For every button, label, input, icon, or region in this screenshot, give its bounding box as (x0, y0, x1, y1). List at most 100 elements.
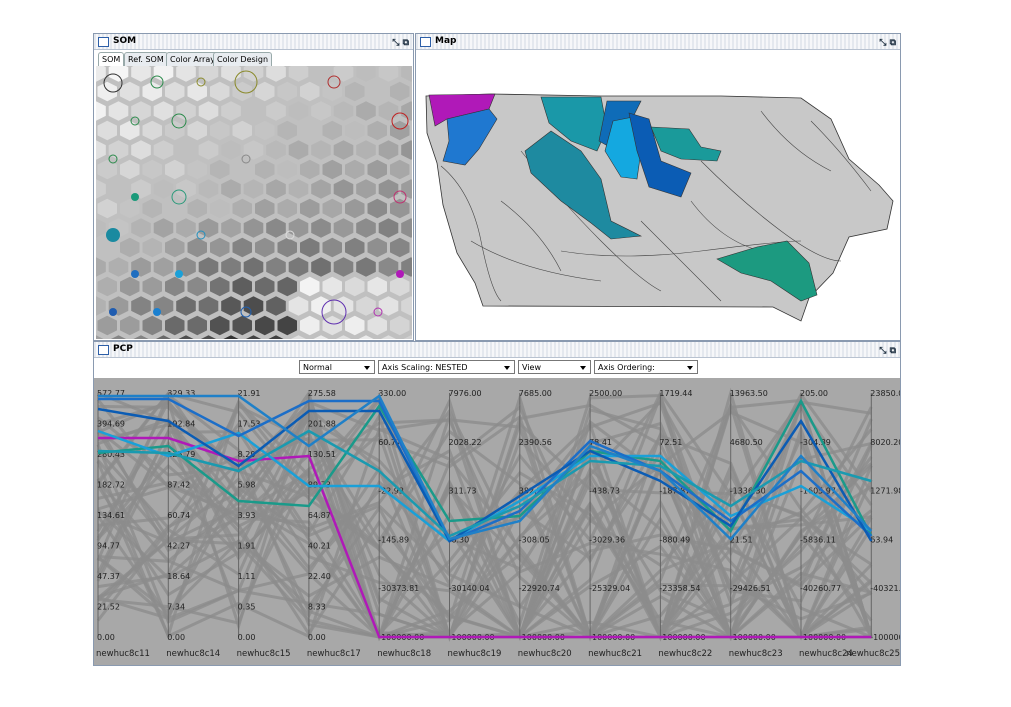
tab[interactable]: SOM (98, 52, 125, 66)
som-cell (356, 101, 376, 121)
som-cell (322, 198, 342, 219)
pcp-line (97, 404, 873, 642)
map[interactable] (416, 50, 900, 340)
som-cell (200, 335, 217, 339)
som-cell (266, 296, 286, 316)
som-cell (176, 101, 196, 121)
axis-tick-label: 72.51 (659, 438, 682, 447)
som-cell (187, 276, 207, 297)
axis-tick-label: -22.93 (378, 487, 404, 496)
som-cell (165, 237, 185, 258)
axis-tick-label: 311.73 (449, 487, 477, 496)
tab[interactable]: Color Design (213, 52, 273, 66)
som-cell (367, 198, 387, 219)
som-cell (131, 101, 151, 121)
som-cell (176, 296, 196, 316)
dropdown[interactable]: Axis Ordering: ORIGINAL (594, 360, 698, 386)
dropdown[interactable]: Normal Selection (299, 360, 375, 386)
som-marker (171, 113, 187, 129)
som-cell (277, 198, 297, 219)
pcp-plot[interactable]: 572.77 394.69 280.43 182.72 134.61 94.77 47.37… (94, 378, 900, 665)
axis-tick-label: 382.23 (519, 487, 547, 496)
som-marker (321, 299, 347, 325)
som-marker (175, 270, 183, 278)
axis-tick-label: -25329.04 (589, 584, 630, 593)
som-cell (378, 66, 399, 82)
axis-tick-label: 94.77 (97, 542, 120, 551)
som-cell (333, 218, 354, 238)
dropdown[interactable]: Axis Scaling: NESTED MEANS (378, 360, 515, 386)
som-marker (391, 112, 409, 130)
som-cell (311, 66, 331, 82)
som-cell (333, 101, 354, 121)
axis-tick-label: 60.74 (167, 511, 190, 520)
axis-tick-label: 18.64 (167, 572, 190, 581)
axis-tick-label: 4680.50 (730, 438, 763, 447)
som-grid[interactable] (96, 66, 412, 339)
region (628, 112, 692, 198)
som-cell (277, 237, 297, 258)
som-marker (396, 270, 404, 278)
som-marker (373, 307, 383, 317)
tab[interactable]: Color Array (166, 52, 219, 66)
axis-name: newhuc8c18 (377, 649, 431, 659)
som-cell (255, 237, 275, 258)
title-bar: PCP ⤡ ⧉ (94, 342, 900, 358)
window-buttons[interactable]: ⤡ ⧉ (392, 38, 409, 48)
som-cell (131, 296, 151, 316)
axis-tick-label: 201.88 (308, 420, 336, 429)
axis-tick-label: 23850.00 (870, 389, 900, 398)
som-cell (142, 159, 162, 180)
som-cell (198, 218, 219, 238)
som-cell (165, 315, 185, 336)
som-cell (401, 179, 412, 199)
som-cell (311, 218, 331, 238)
som-cell (187, 198, 207, 219)
som-cell (97, 81, 117, 102)
som-cell (345, 81, 365, 102)
som-cell (345, 159, 365, 180)
som-cell (96, 257, 106, 277)
axis-name: newhuc8c15 (237, 649, 291, 659)
axis-tick-label: -5836.11 (800, 535, 836, 544)
window-buttons[interactable]: ⤡ ⧉ (879, 38, 896, 48)
som-cell (356, 179, 376, 199)
axis-tick-label: -1605.97 (800, 487, 836, 496)
panel-title: SOM (113, 36, 137, 46)
axis-tick-label: -22920.74 (519, 584, 560, 593)
pcp-line (96, 459, 873, 641)
som-cell (266, 66, 286, 82)
som-cell (322, 159, 342, 180)
axis-tick-label: 22.40 (308, 572, 331, 581)
axis-name: newhuc8c17 (307, 649, 361, 659)
dropdown[interactable]: View Clusters (518, 360, 591, 386)
som-cell (96, 296, 106, 316)
axis-name: newhuc8c11 (96, 649, 150, 659)
region (650, 126, 722, 162)
axis-tick-label: 7.34 (167, 603, 185, 612)
som-cell (131, 140, 151, 160)
som-cell (221, 257, 241, 277)
som-cell (110, 335, 127, 339)
axis-tick-label: 192.84 (167, 420, 195, 429)
som-cell (187, 159, 207, 180)
som-cell (97, 237, 117, 258)
axis-tick-label: 394.69 (97, 420, 125, 429)
som-cell (367, 159, 387, 180)
som-cell (390, 159, 410, 180)
axis-tick-label: 21.52 (97, 603, 120, 612)
som-cell (358, 335, 374, 339)
window-buttons[interactable]: ⤡ ⧉ (879, 346, 896, 356)
som-cell (255, 120, 275, 141)
som-cell (120, 198, 140, 219)
som-cell (96, 179, 106, 199)
som-cell (142, 81, 162, 102)
tab[interactable]: Ref. SOM (124, 52, 168, 66)
som-cell (232, 276, 252, 297)
axis-tick-label: 5.98 (238, 481, 256, 490)
som-cell (367, 276, 387, 297)
som-cell (378, 179, 399, 199)
axis-tick-label: 3.93 (238, 511, 256, 520)
som-cell (313, 335, 329, 339)
